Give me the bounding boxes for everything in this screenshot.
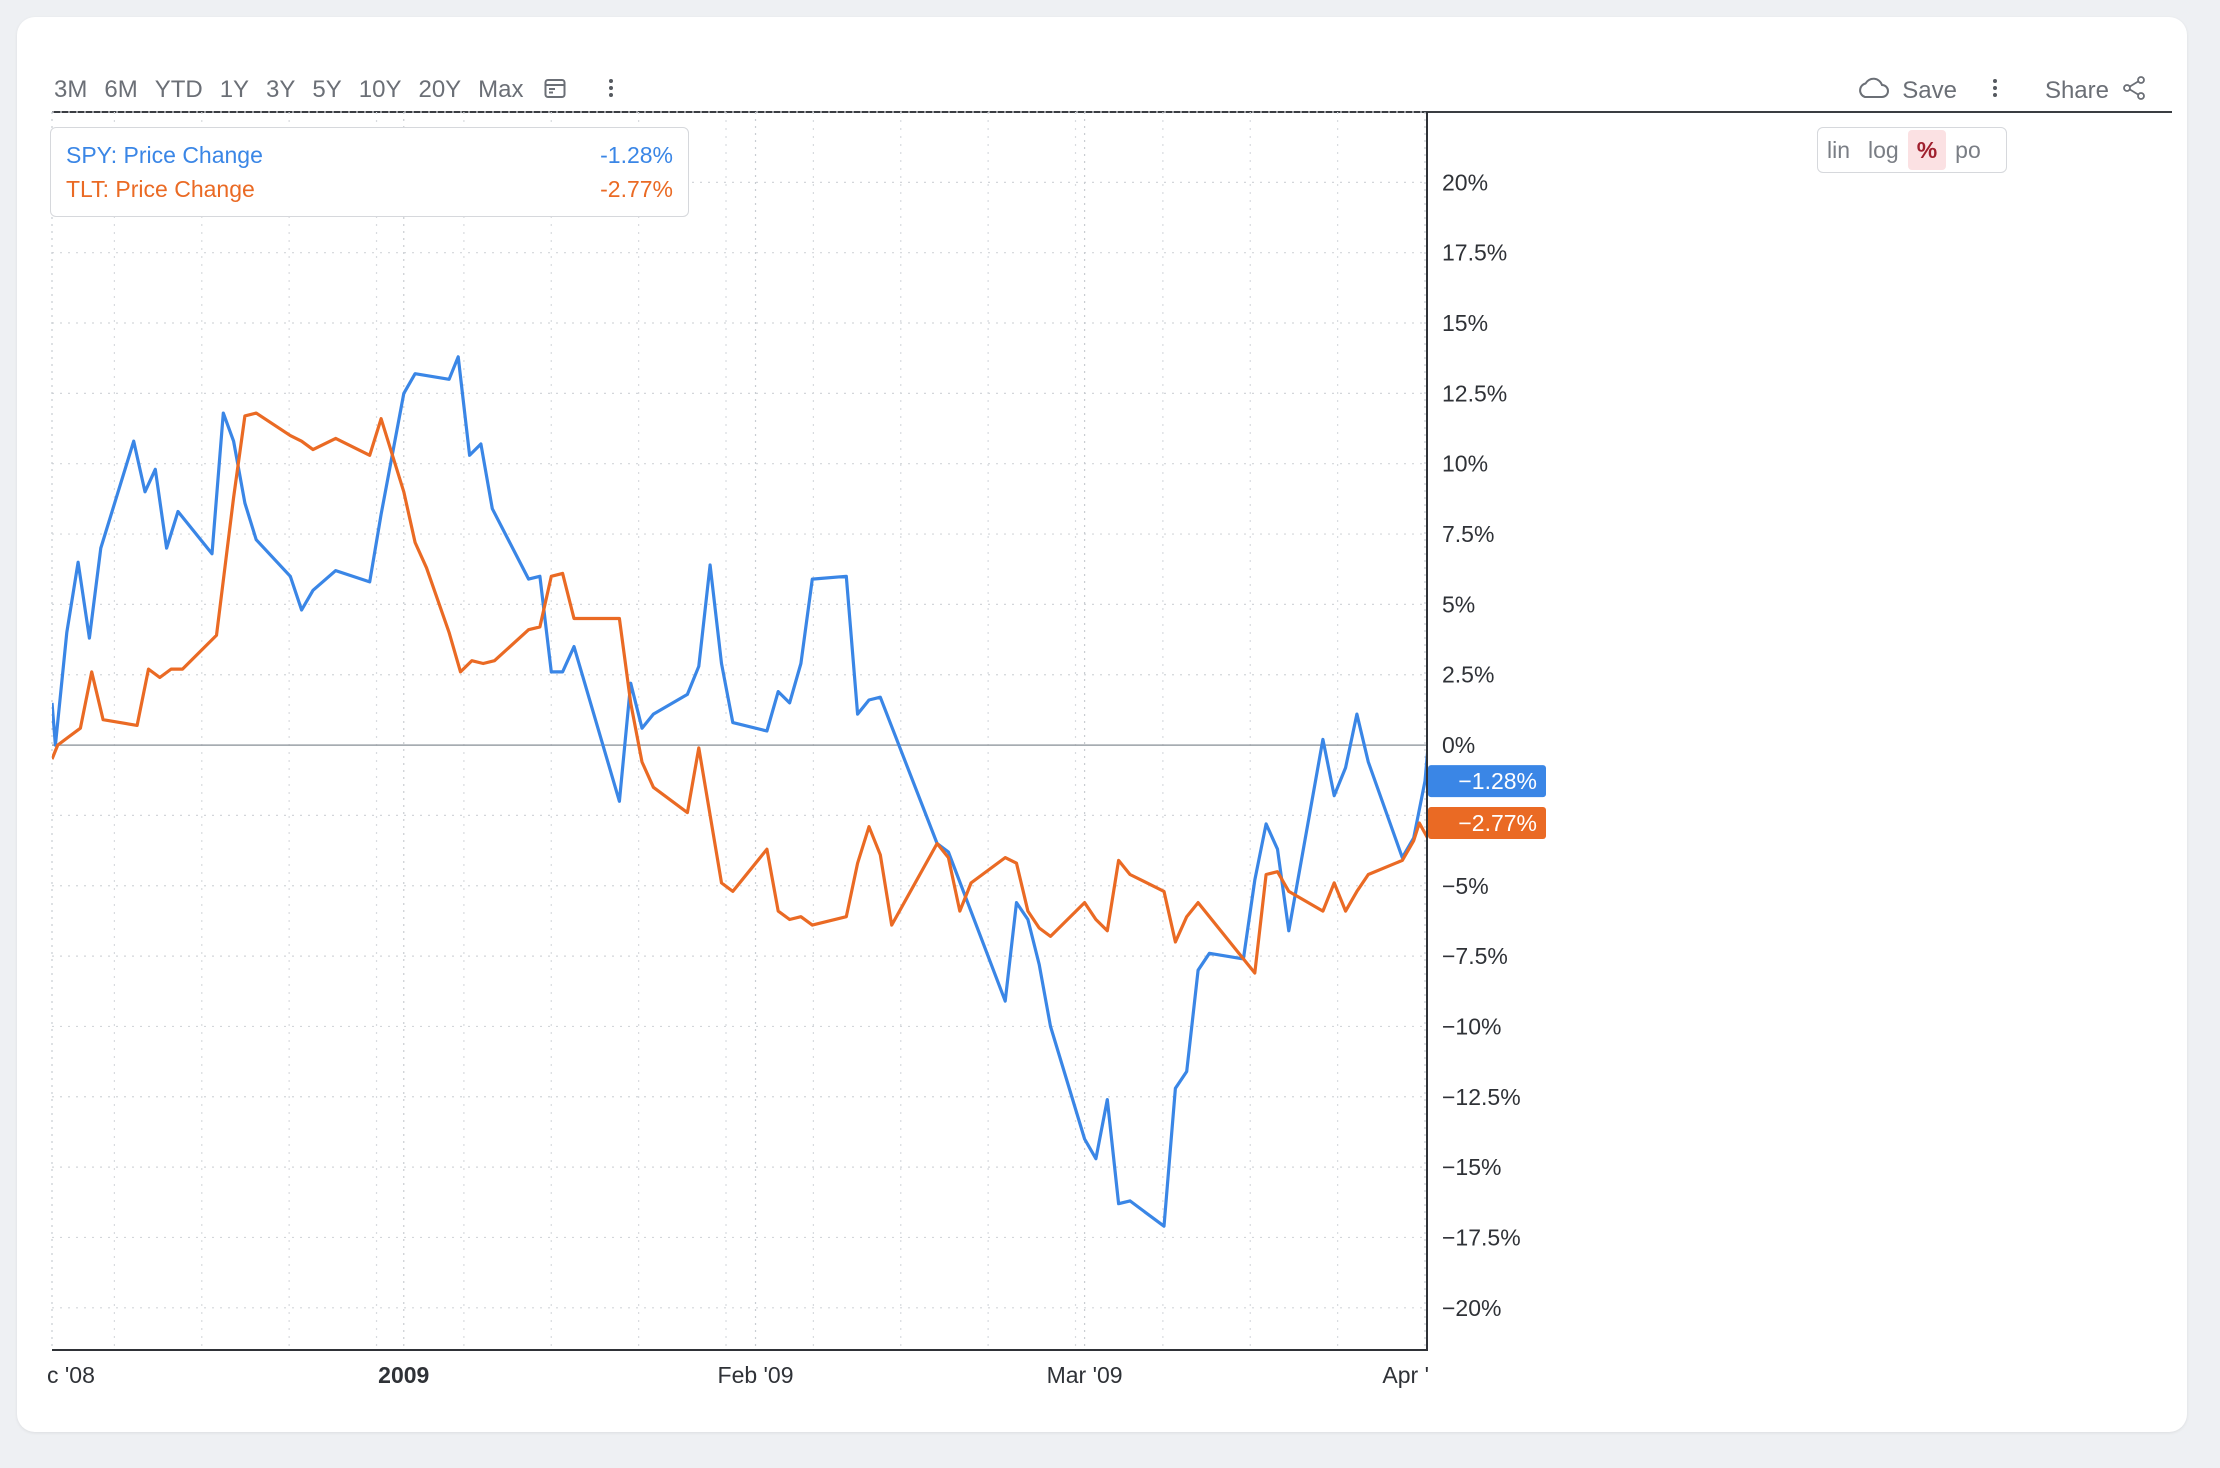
y-tick-label: 5%: [1442, 591, 1475, 617]
range-5y-button[interactable]: 5Y: [312, 76, 342, 103]
y-tick-label: 10%: [1442, 451, 1488, 477]
scale-po-button[interactable]: po: [1955, 137, 1981, 163]
y-tick-label: 15%: [1442, 310, 1488, 336]
series-line-tlt: [52, 411, 1427, 975]
range-3m-button[interactable]: 3M: [54, 76, 88, 103]
y-tick-label: −10%: [1442, 1013, 1501, 1039]
x-tick-label: 2009: [378, 1362, 429, 1388]
share-icon[interactable]: [2121, 75, 2147, 106]
more-options-icon[interactable]: [607, 77, 615, 104]
toolbar-divider: [52, 111, 2172, 113]
y-tick-label: −15%: [1442, 1154, 1501, 1180]
chart-plot[interactable]: 20% 17.5% 15% 12.5% 10% 7.5% 5% 2.5% 0% −5% −7.5% −…: [17, 17, 2187, 1432]
legend-spy-value: -1.28%: [600, 142, 673, 168]
legend-item-tlt: TLT: Price Change -2.77%: [66, 172, 673, 206]
legend-tlt-name: TLT: Price Change: [66, 176, 255, 202]
chart-toolbar: 3M 6M YTD 1Y 3Y 5Y 10Y 20Y Max Save S: [17, 17, 2187, 112]
x-tick-label: Mar '09: [1047, 1362, 1123, 1388]
y-tick-label: 20%: [1442, 169, 1488, 195]
legend-tlt-value: -2.77%: [600, 176, 673, 202]
save-options-icon[interactable]: [1991, 77, 1999, 104]
y-tick-label: 12.5%: [1442, 380, 1507, 406]
save-button[interactable]: Save: [1902, 76, 1957, 104]
scale-selector: lin log % po: [1817, 127, 2007, 173]
y-tick-label: 7.5%: [1442, 521, 1494, 547]
series-line-spy: [52, 355, 1427, 1228]
range-10y-button[interactable]: 10Y: [358, 76, 402, 103]
scale-log-button[interactable]: log: [1868, 137, 1899, 163]
last-value-label: −1.28%: [1458, 768, 1537, 794]
share-button[interactable]: Share: [2044, 76, 2109, 104]
range-ytd-button[interactable]: YTD: [154, 76, 203, 103]
chart-legend: SPY: Price Change -1.28% TLT: Price Chan…: [50, 127, 689, 217]
last-value-badge: [1428, 807, 1546, 840]
toolbar-actions: Save Share: [1856, 75, 2147, 106]
range-3y-button[interactable]: 3Y: [266, 76, 296, 103]
y-tick-label: −20%: [1442, 1295, 1501, 1321]
y-tick-label: 0%: [1442, 732, 1475, 758]
range-max-button[interactable]: Max: [478, 76, 524, 103]
x-tick-label: Apr ': [1382, 1362, 1429, 1388]
y-tick-label: −12.5%: [1442, 1084, 1521, 1110]
y-tick-label: −17.5%: [1442, 1224, 1521, 1250]
range-selector: 3M 6M YTD 1Y 3Y 5Y 10Y 20Y Max: [54, 75, 615, 105]
range-1y-button[interactable]: 1Y: [219, 76, 250, 103]
last-value-label: −2.77%: [1458, 810, 1537, 836]
range-6m-button[interactable]: 6M: [104, 76, 138, 103]
x-tick-label: Feb '09: [718, 1362, 794, 1388]
x-tick-label: c '08: [47, 1362, 95, 1388]
chart-card: 3M 6M YTD 1Y 3Y 5Y 10Y 20Y Max Save S: [17, 17, 2187, 1432]
y-tick-label: 17.5%: [1442, 240, 1507, 266]
legend-item-spy: SPY: Price Change -1.28%: [66, 138, 673, 172]
y-tick-label: −7.5%: [1442, 943, 1508, 969]
scale-lin-button[interactable]: lin: [1827, 137, 1851, 163]
legend-spy-name: SPY: Price Change: [66, 142, 263, 168]
scale-percent-button[interactable]: %: [1907, 130, 1947, 170]
y-tick-label: −5%: [1442, 873, 1489, 899]
calendar-icon[interactable]: [543, 76, 567, 105]
range-20y-button[interactable]: 20Y: [418, 76, 462, 103]
last-value-badge: [1428, 765, 1546, 798]
cloud-icon[interactable]: [1856, 76, 1890, 105]
y-tick-label: 2.5%: [1442, 662, 1494, 688]
